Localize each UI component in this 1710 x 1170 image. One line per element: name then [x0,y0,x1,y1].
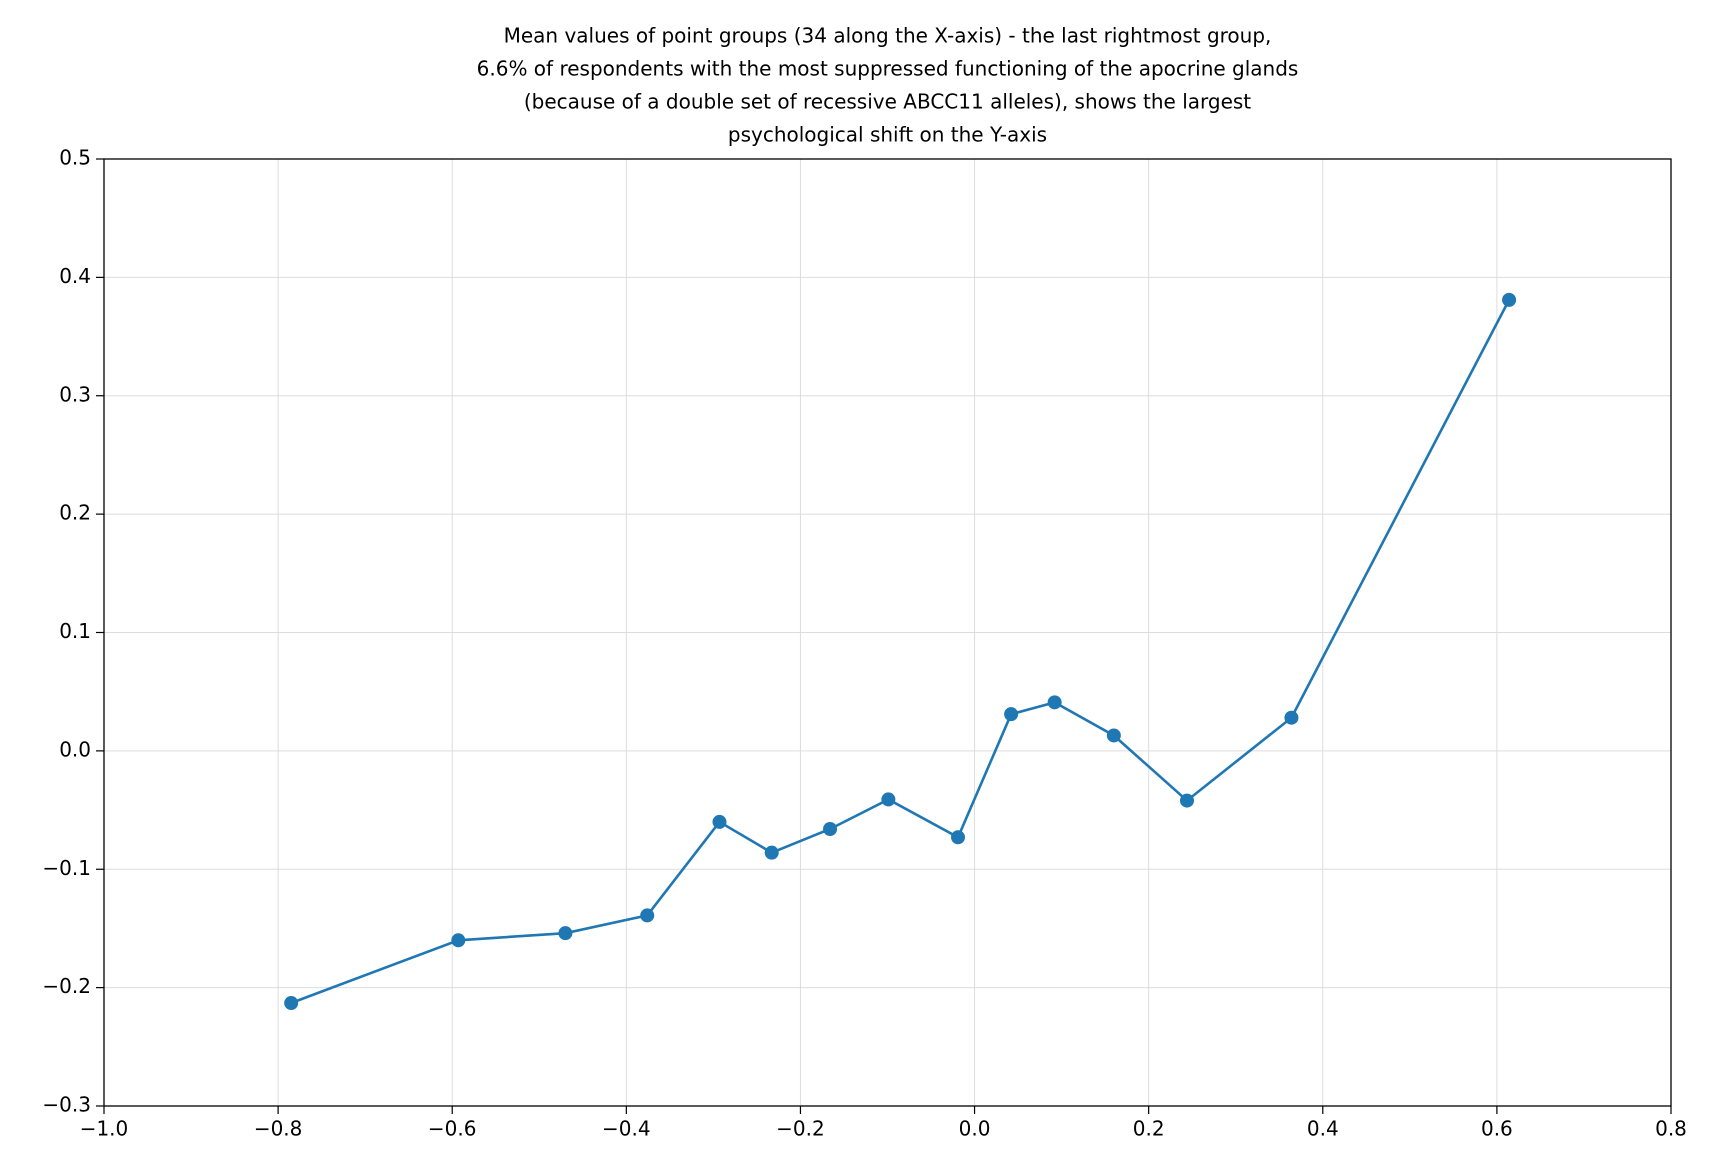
y-tick-label: 0.1 [59,619,91,643]
x-tick-label: 0.4 [1307,1117,1339,1141]
x-tick-label: −0.8 [254,1117,303,1141]
data-point [451,933,466,948]
data-point [1047,695,1062,710]
y-tick-label: −0.2 [42,974,91,998]
x-tick-label: 0.2 [1133,1117,1165,1141]
x-tick-label: −1.0 [80,1117,129,1141]
data-point [764,845,779,860]
data-point [1106,728,1121,743]
x-tick-label: −0.6 [428,1117,477,1141]
chart-title: (because of a double set of recessive AB… [524,90,1251,114]
plot-frame [103,158,1672,1107]
x-tick-label: 0.6 [1481,1117,1513,1141]
y-tick-label: 0.5 [59,146,91,170]
data-point [951,830,966,845]
data-point [1502,292,1517,307]
data-point [881,792,896,807]
y-tick-label: 0.4 [59,264,91,288]
data-point [712,814,727,829]
y-tick-label: −0.3 [42,1093,91,1117]
data-point [1284,710,1299,725]
data-point [1004,707,1019,722]
chart-title: psychological shift on the Y-axis [728,123,1047,147]
data-point [640,908,655,923]
chart-title: 6.6% of respondents with the most suppre… [477,57,1299,81]
y-tick-label: 0.3 [59,382,91,406]
x-tick-label: 0.0 [959,1117,991,1141]
chart-title: Mean values of point groups (34 along th… [504,24,1272,48]
series-line [290,299,1511,1005]
data-point [558,926,573,941]
x-tick-label: 0.8 [1655,1117,1687,1141]
y-tick-label: 0.2 [59,501,91,525]
data-point [823,822,838,837]
y-tick-label: −0.1 [42,856,91,880]
data-point [1179,793,1194,808]
y-tick-label: 0.0 [59,737,91,761]
data-point [284,996,299,1011]
x-tick-label: −0.2 [776,1117,825,1141]
x-tick-label: −0.4 [602,1117,651,1141]
